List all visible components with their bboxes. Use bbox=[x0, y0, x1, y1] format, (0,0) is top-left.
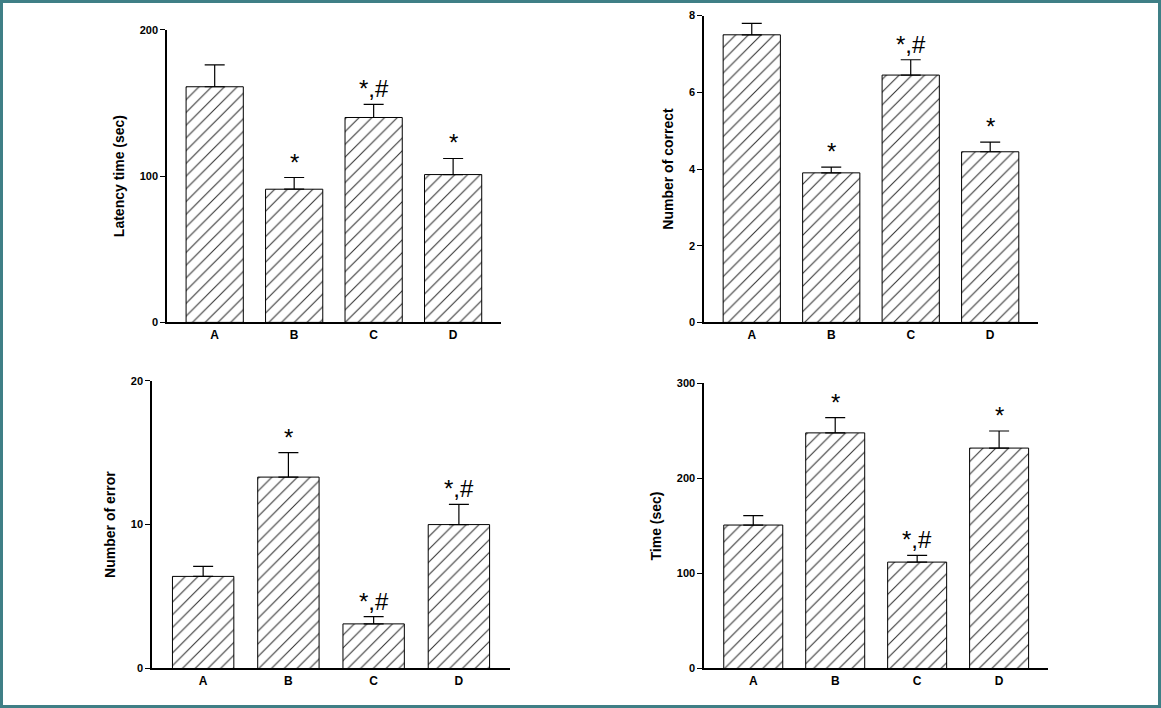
svg-text:*: * bbox=[986, 113, 995, 140]
svg-text:A: A bbox=[747, 328, 756, 342]
svg-text:A: A bbox=[210, 328, 219, 342]
svg-text:*: * bbox=[827, 138, 836, 165]
svg-text:D: D bbox=[995, 674, 1004, 688]
svg-text:0: 0 bbox=[137, 662, 143, 674]
svg-text:*: * bbox=[284, 424, 293, 451]
svg-text:B: B bbox=[290, 328, 299, 342]
svg-text:D: D bbox=[449, 328, 458, 342]
svg-text:*,#: *,# bbox=[902, 526, 932, 553]
svg-text:D: D bbox=[455, 674, 464, 688]
svg-text:C: C bbox=[369, 674, 378, 688]
svg-text:Number of error: Number of error bbox=[102, 471, 118, 578]
svg-text:300: 300 bbox=[677, 377, 695, 389]
svg-text:C: C bbox=[906, 328, 915, 342]
svg-text:C: C bbox=[369, 328, 378, 342]
svg-text:*: * bbox=[995, 402, 1004, 429]
svg-text:D: D bbox=[986, 328, 995, 342]
svg-text:*,#: *,# bbox=[359, 588, 389, 615]
svg-text:100: 100 bbox=[677, 567, 695, 579]
svg-text:*: * bbox=[449, 129, 458, 156]
svg-text:8: 8 bbox=[689, 9, 695, 21]
svg-text:B: B bbox=[827, 328, 836, 342]
svg-text:*,#: *,# bbox=[896, 31, 926, 58]
svg-text:4: 4 bbox=[689, 163, 696, 175]
svg-text:Latency time (sec): Latency time (sec) bbox=[111, 115, 127, 237]
svg-text:*: * bbox=[290, 149, 299, 176]
svg-text:B: B bbox=[284, 674, 293, 688]
svg-text:0: 0 bbox=[689, 316, 695, 328]
svg-text:Number of correct: Number of correct bbox=[660, 108, 676, 230]
svg-text:Time (sec): Time (sec) bbox=[648, 491, 664, 560]
svg-text:10: 10 bbox=[131, 518, 143, 530]
svg-text:0: 0 bbox=[689, 662, 695, 674]
svg-text:20: 20 bbox=[131, 375, 143, 387]
svg-text:C: C bbox=[913, 674, 922, 688]
svg-text:6: 6 bbox=[689, 86, 695, 98]
svg-text:A: A bbox=[749, 674, 758, 688]
svg-text:*,#: *,# bbox=[359, 75, 389, 102]
svg-text:0: 0 bbox=[152, 316, 158, 328]
svg-text:200: 200 bbox=[677, 472, 695, 484]
svg-text:2: 2 bbox=[689, 240, 695, 252]
svg-text:B: B bbox=[831, 674, 840, 688]
svg-text:200: 200 bbox=[140, 24, 158, 36]
svg-text:*,#: *,# bbox=[444, 475, 474, 502]
svg-text:A: A bbox=[199, 674, 208, 688]
svg-text:*: * bbox=[831, 389, 840, 416]
svg-text:100: 100 bbox=[140, 170, 158, 182]
